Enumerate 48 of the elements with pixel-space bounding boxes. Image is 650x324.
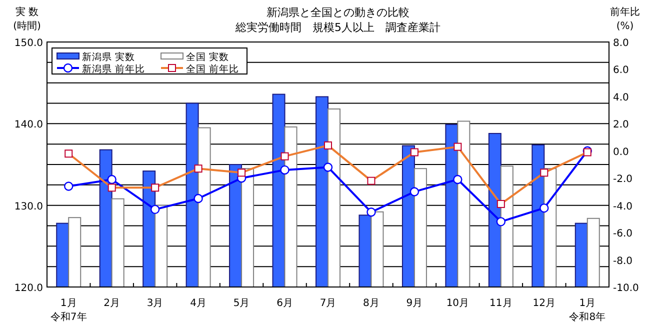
x-tick-label: 12月 [532,298,556,309]
y2-tick-label: 6.0 [613,65,629,76]
x-tick-label: 11月 [490,298,512,309]
x-tick-label: 7月 [320,298,336,309]
y2-tick-label: -2.0 [613,174,633,186]
y-tick-label: 120.0 [14,283,43,294]
point [323,162,333,172]
y2-tick-label: 8.0 [613,38,629,49]
y-tick-label: 130.0 [14,201,43,212]
point [150,204,160,214]
x-tick-label: 1月 [579,298,596,309]
point [194,194,203,204]
point [107,174,116,184]
legend-label: 全国 前年比 [186,63,240,75]
x-tick-label: 2月 [104,298,120,309]
x-tick-label: 6月 [276,298,293,309]
point [366,208,376,217]
point [410,187,420,196]
legend-label: 新潟県 実数 [82,51,136,63]
chart-title: 新潟県と全国との動きの比較 [266,6,410,19]
point [64,182,74,191]
x-tick-label: 3月 [146,298,164,309]
x-tick-label: 4月 [190,298,206,309]
point [496,217,506,226]
point [280,165,290,175]
point [453,174,462,184]
point [540,203,549,213]
text: 令和7年 [50,311,87,323]
x-tick-label: 10月 [446,298,470,309]
y2-tick-label: 4.0 [613,92,629,104]
text: 令和8年 [569,311,606,323]
y-tick-label: 140.0 [14,120,43,131]
y-axis-title: 実 数 (時間) [13,6,41,32]
chart-subtitle: 総実労働時間 規模5人以上 調査産業計 [234,21,440,34]
x-tick-label: 9月 [406,298,423,309]
legend-label: 全国 実数 [186,51,230,63]
x-tick-label: 8月 [363,298,380,309]
y2-tick-label: 0.0 [613,146,629,158]
x-tick-label: 1月 [60,298,77,309]
y2-tick-label: -6.0 [613,228,633,240]
y2-tick-label: -4.0 [613,201,633,212]
y2-axis-title: 前年比 (%) [610,6,640,32]
y2-tick-label: -8.0 [613,256,633,267]
y2-tick-label: 2.0 [613,120,629,131]
y2-tick-label: -10.0 [613,283,639,294]
x-tick-label: 5月 [233,298,250,309]
y-tick-label: 150.0 [14,38,43,49]
legend-label: 新潟県 前年比 [82,63,146,75]
